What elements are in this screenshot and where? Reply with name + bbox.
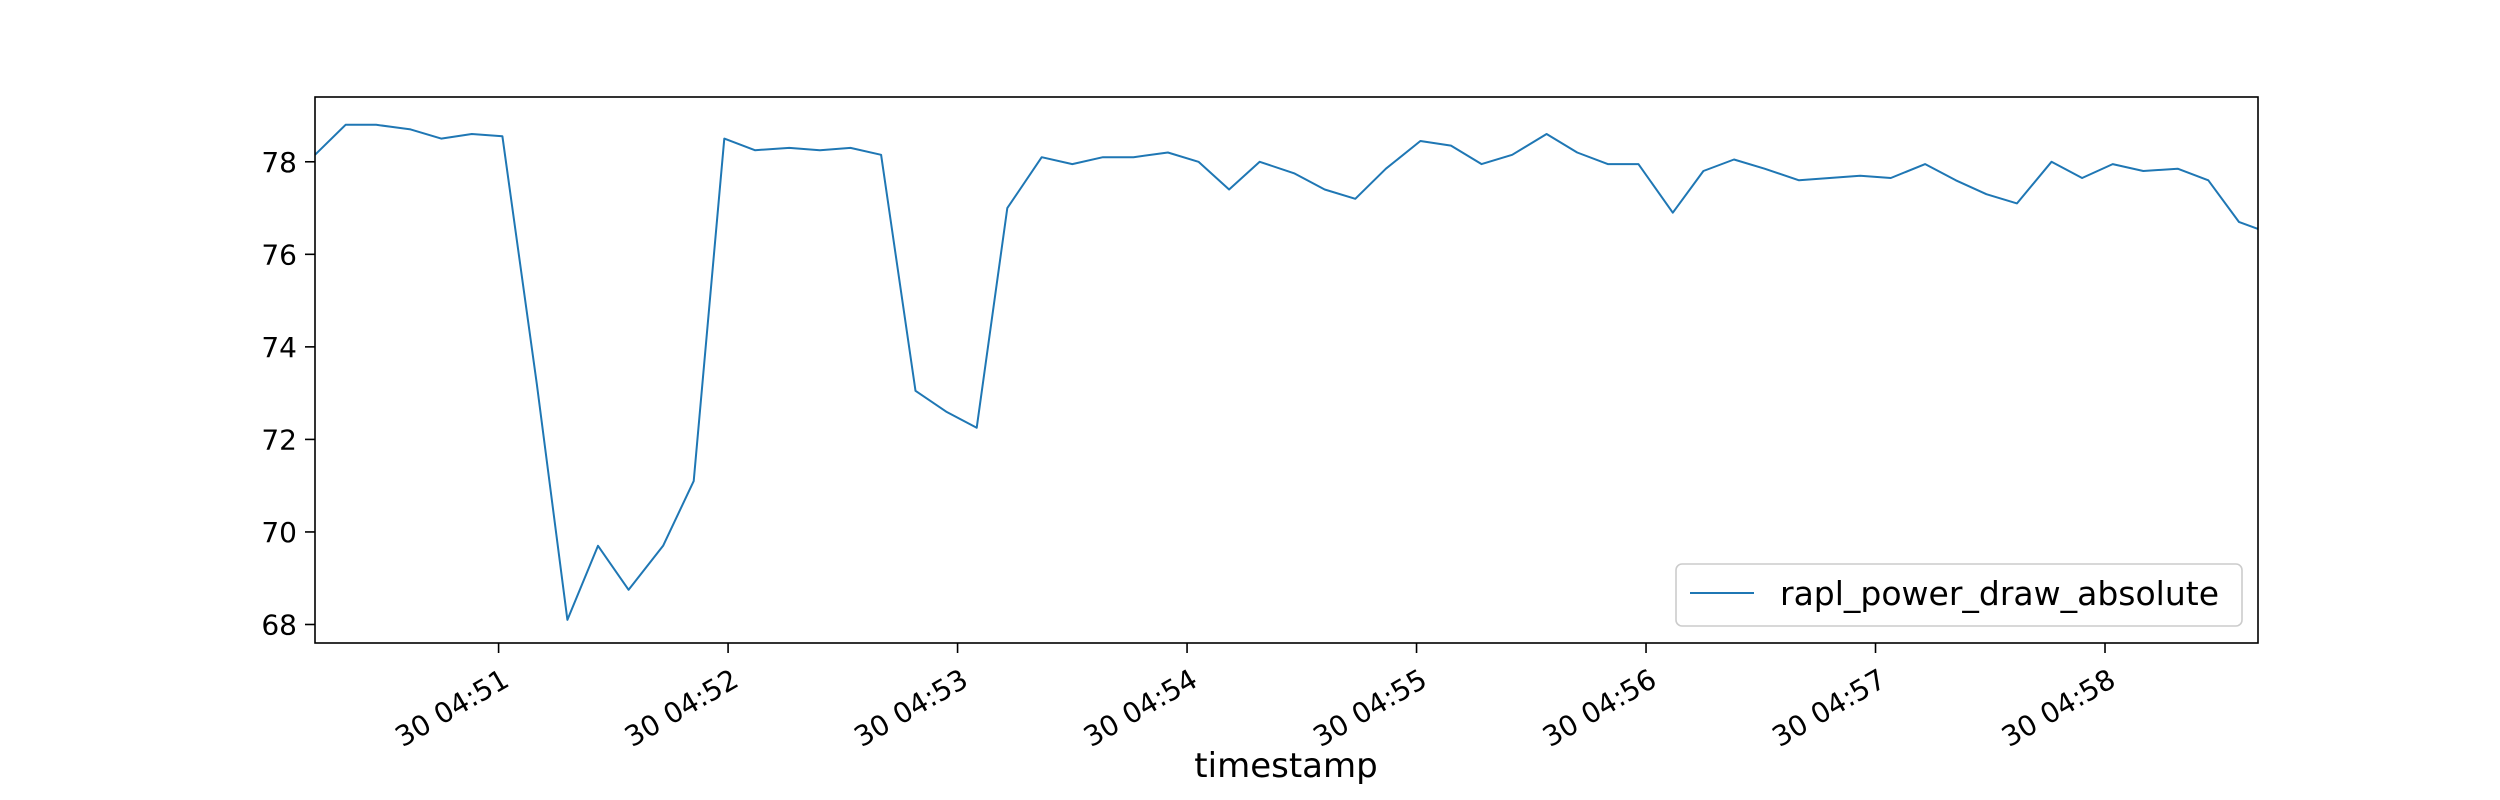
y-tick-label: 70: [261, 516, 297, 549]
y-tick-label: 74: [261, 331, 297, 364]
y-tick-label: 76: [261, 238, 297, 271]
y-tick-label: 78: [261, 146, 297, 179]
y-tick-label: 68: [261, 608, 297, 641]
x-tick-label: 30 04:54: [1078, 662, 1203, 753]
series-line-rapl-power-draw-absolute: [314, 123, 2259, 621]
legend: rapl_power_draw_absolute: [1675, 563, 2243, 627]
x-tick-label: 30 04:51: [390, 662, 515, 753]
x-tick-label: 30 04:55: [1307, 662, 1432, 753]
x-tick-label: 30 04:57: [1766, 662, 1891, 753]
legend-label: rapl_power_draw_absolute: [1780, 574, 2219, 613]
x-tick-label: 30 04:58: [1996, 662, 2121, 753]
x-axis-label: timestamp: [1194, 746, 1377, 786]
y-tick-label: 72: [261, 423, 297, 456]
plot-area: [314, 123, 2259, 621]
x-tick-label: 30 04:52: [619, 662, 744, 753]
axes-frame: [314, 96, 2259, 644]
x-tick-label: 30 04:53: [849, 662, 974, 753]
x-tick-label: 30 04:56: [1537, 662, 1662, 753]
x-axis: 30 04:51 30 04:52 30 04:53 30 04:54 30 04:55…: [390, 643, 2121, 754]
y-axis: 68 70 72 74 76 78: [261, 146, 315, 641]
legend-frame: [1675, 563, 2243, 627]
